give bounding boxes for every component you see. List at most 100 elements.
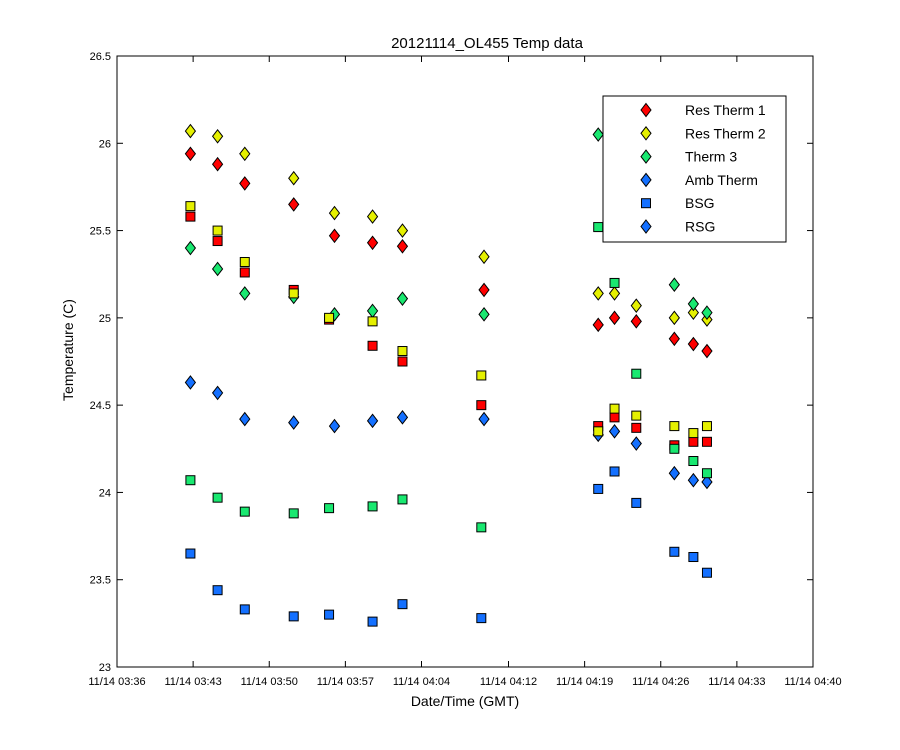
x-tick-label: 11/14 03:36 [88, 676, 145, 688]
amb-therm-point [687, 472, 700, 488]
y-tick-label: 25 [99, 313, 111, 325]
legend-label: Res Therm 1 [685, 102, 766, 118]
x-tick-label: 11/14 04:19 [556, 676, 613, 688]
therm-3-point [701, 305, 713, 320]
res-therm-1-point [668, 331, 680, 347]
res-therm-1-sg-point [239, 267, 250, 278]
x-tick-label: 11/14 04:12 [480, 676, 537, 688]
res-therm-2-point [366, 209, 379, 224]
amb-therm-point [478, 411, 490, 427]
res-therm-2-point [668, 310, 680, 326]
res-therm-2-sg-point [609, 403, 620, 414]
y-tick-label: 24.5 [90, 400, 111, 412]
res-therm-1-sg-point [701, 436, 712, 447]
data-markers [184, 123, 713, 627]
therm-3-sg-point [593, 222, 604, 233]
legend-label: Res Therm 2 [685, 125, 766, 141]
x-tick-label: 11/14 04:40 [784, 676, 841, 688]
res-therm-1-point [328, 228, 341, 244]
res-therm-1-sg-point [609, 412, 620, 423]
res-therm-2-point [608, 286, 621, 301]
bsg-point [212, 585, 223, 596]
legend-box [602, 95, 787, 243]
therm-3-point [478, 307, 490, 322]
therm-3-point [687, 296, 700, 312]
therm-3-sg-point [701, 468, 712, 479]
amb-therm-point [668, 465, 680, 481]
y-tick-label: 24 [99, 487, 111, 499]
res-therm-1-sg-point [631, 422, 642, 433]
x-tick-label: 11/14 03:43 [164, 676, 221, 688]
therm-3-sg-point [185, 475, 196, 486]
res-therm-2-point [328, 205, 341, 221]
legend-marker [640, 125, 652, 141]
res-therm-2-point [687, 305, 700, 320]
x-tick-label: 11/14 04:26 [632, 676, 689, 688]
bsg-point [397, 599, 408, 610]
y-tick-label: 26.5 [90, 51, 111, 63]
res-therm-2-point [211, 128, 224, 144]
amb-therm-point [184, 375, 197, 390]
res-therm-2-sg-point [688, 428, 699, 439]
legend-label: Amb Therm [685, 172, 758, 188]
amb-therm-point [239, 411, 251, 427]
bsg-point [185, 548, 196, 559]
res-therm-2-sg-point [397, 346, 408, 357]
bsg-point [669, 546, 680, 557]
bsg-point [701, 567, 712, 578]
res-therm-2-sg-point [593, 426, 604, 437]
legend-marker [640, 172, 652, 188]
res-therm-1-point [366, 235, 379, 251]
therm-3-point [211, 261, 224, 277]
therm-3-sg-point [212, 492, 223, 503]
res-therm-2-point [478, 249, 490, 265]
axis-ticks: 11/14 03:36 11/14 03:43 11/14 03:50 11/14 0… [88, 51, 841, 688]
bsg-point [476, 613, 487, 624]
res-therm-2-point [288, 170, 300, 186]
amb-therm-point [608, 424, 621, 439]
therm-3-point [239, 286, 251, 301]
legend-label: BSG [685, 195, 715, 211]
res-therm-2-sg-point [324, 312, 335, 323]
amb-therm-point [211, 385, 224, 401]
res-therm-1-point [239, 176, 251, 191]
amb-therm-point [328, 418, 341, 434]
res-therm-1-sg-point [367, 340, 378, 351]
res-therm-2-point [592, 286, 604, 301]
y-tick-label: 26 [99, 138, 111, 150]
res-therm-1-point [592, 317, 604, 333]
res-therm-1-point [608, 310, 621, 326]
therm-3-sg-point [476, 522, 487, 533]
therm-3-sg-point [367, 501, 378, 512]
y-axis-label: Temperature (C) [60, 299, 76, 401]
res-therm-2-sg-point [367, 316, 378, 327]
therm-3-sg-point [609, 277, 620, 288]
bsg-point [631, 497, 642, 508]
legend: Res Therm 1 Res Therm 2 Therm 3 Amb Therm BS… [602, 95, 787, 243]
x-tick-label: 11/14 04:04 [393, 676, 450, 688]
res-therm-1-point [687, 336, 700, 352]
x-tick-label: 11/14 03:50 [241, 676, 298, 688]
y-tick-label: 23.5 [90, 575, 111, 587]
res-therm-1-sg-point [185, 211, 196, 222]
therm-3-point [668, 277, 680, 293]
legend-marker [640, 219, 652, 234]
therm-3-sg-point [631, 368, 642, 379]
res-therm-2-point [396, 223, 409, 238]
bsg-point [688, 552, 699, 563]
legend-marker [640, 149, 652, 164]
therm-3-point [184, 240, 197, 256]
legend-label: Therm 3 [685, 149, 737, 165]
legend-marker [640, 102, 652, 118]
therm-3-point [396, 291, 409, 306]
res-therm-2-sg-point [701, 421, 712, 432]
bsg-point [609, 466, 620, 477]
legend-marker [641, 198, 651, 209]
x-tick-label: 11/14 04:33 [708, 676, 765, 688]
res-therm-2-sg-point [288, 288, 299, 299]
x-axis-label: Date/Time (GMT) [411, 693, 519, 709]
res-therm-1-point [288, 197, 300, 212]
bsg-point [324, 609, 335, 620]
